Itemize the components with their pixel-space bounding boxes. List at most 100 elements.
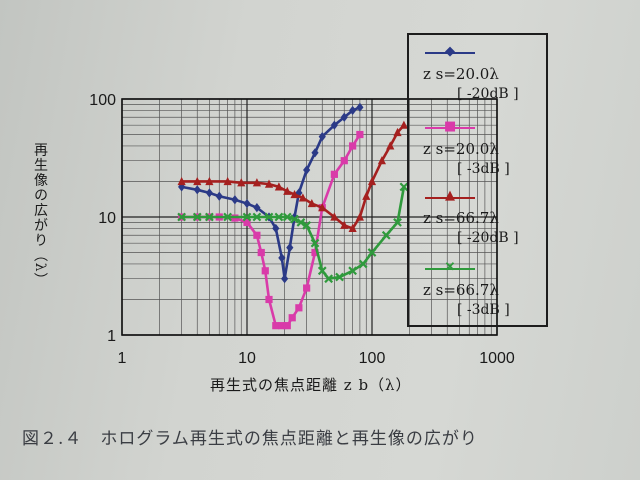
data-point-triangle [362,191,371,200]
data-point-diamond [349,105,357,116]
data-point-x [393,218,402,227]
data-point-x [177,212,187,222]
data-point-x [204,212,214,222]
y-tick-label: 10 [98,210,116,227]
data-point-x [324,274,334,284]
data-point-triangle [193,176,202,186]
data-point-triangle [399,120,409,129]
data-point-triangle [377,156,386,165]
data-point-x [399,182,409,192]
data-point-x [290,214,299,224]
legend-line-icon [425,197,475,199]
y-tick-label: 1 [107,328,116,345]
legend-item-1: ◆ z s=20.0λ [ -20dB ] [409,35,546,105]
data-point-diamond [290,212,299,222]
data-point-triangle [177,176,186,186]
x-tick-label: 1 [118,350,127,367]
data-point-x [242,212,252,222]
data-point-square [356,130,364,139]
data-point-x [192,212,202,222]
data-point-triangle [274,182,284,191]
data-point-diamond [253,203,261,213]
data-point-triangle [223,176,232,186]
data-point-diamond [318,132,326,142]
legend: ◆ z s=20.0λ [ -20dB ] ■ z s=20.0λ [ -3dB… [407,33,548,327]
data-point-triangle [386,141,395,150]
data-point-triangle [237,178,246,187]
data-point-diamond [231,195,239,205]
data-point-diamond [340,112,348,122]
data-point-x [335,272,344,282]
data-point-diamond [193,185,201,195]
data-point-triangle [264,179,274,188]
data-point-x [282,212,292,222]
triangle-marker-icon: ▲ [445,188,455,203]
data-point-diamond [286,243,294,253]
legend-label: z s=20.0λ [423,140,499,158]
data-point-square [278,322,286,330]
data-point-x [310,238,320,248]
data-point-triangle [298,193,307,202]
data-point-diamond [330,120,338,130]
data-point-square [283,322,291,330]
data-point-x [274,212,284,222]
data-point-square [295,304,303,312]
legend-label: z s=66.7λ [423,281,499,299]
legend-line-icon [425,268,475,270]
data-point-square [340,157,348,165]
data-point-triangle [307,198,316,208]
data-point-x [296,218,306,227]
data-point-square [330,170,338,178]
data-point-diamond [295,188,303,198]
x-marker-icon: ✕ [444,260,456,275]
data-point-square [261,267,269,275]
legend-label: z s=20.0λ [423,65,499,83]
data-point-x [302,220,312,230]
legend-unit: [ -3dB ] [457,302,510,318]
series-line-3 [181,124,405,230]
legend-item-2: ■ z s=20.0λ [ -3dB ] [409,112,546,182]
legend-item-4: ✕ z s=66.7λ [ -3dB ] [409,257,546,327]
data-point-triangle [393,127,402,137]
data-point-triangle [252,178,261,187]
legend-unit: [ -3dB ] [457,161,510,177]
data-point-x [317,266,327,276]
data-point-diamond [281,274,289,284]
figure-caption: 図２.４ ホログラム再生式の焦点距離と再生像の広がり [22,429,478,449]
data-point-diamond [272,223,280,234]
legend-line-icon [425,52,475,54]
x-tick-label: 10 [238,350,256,367]
data-point-triangle [318,203,327,212]
data-point-x [264,212,274,222]
data-point-triangle [330,212,339,221]
data-point-x [223,212,233,222]
data-point-square [272,322,280,330]
data-point-diamond [205,188,213,198]
data-point-triangle [283,186,292,195]
data-point-triangle [290,189,299,199]
data-point-square [257,248,265,257]
y-axis-label: 再生像の広がり（λ） [32,142,48,288]
x-tick-label: 1000 [479,350,515,367]
data-point-square [349,142,357,150]
data-point-square [288,314,296,322]
legend-line-icon [425,127,475,129]
data-point-square [311,248,319,257]
data-point-diamond [278,253,286,263]
data-point-triangle [340,220,349,229]
data-point-triangle [355,212,364,221]
data-point-diamond [303,165,311,175]
data-point-diamond [243,198,251,209]
data-point-x [381,230,391,240]
data-point-triangle [205,176,214,186]
data-point-diamond [311,148,319,158]
square-marker-icon: ■ [444,119,457,134]
x-axis-label: 再生式の焦点距離 z b（λ） [210,376,412,394]
data-point-triangle [348,223,357,233]
data-point-diamond [215,191,223,201]
legend-unit: [ -20dB ] [457,230,519,246]
legend-item-3: ▲ z s=66.7λ [ -20dB ] [409,185,546,255]
data-point-square [265,295,273,304]
